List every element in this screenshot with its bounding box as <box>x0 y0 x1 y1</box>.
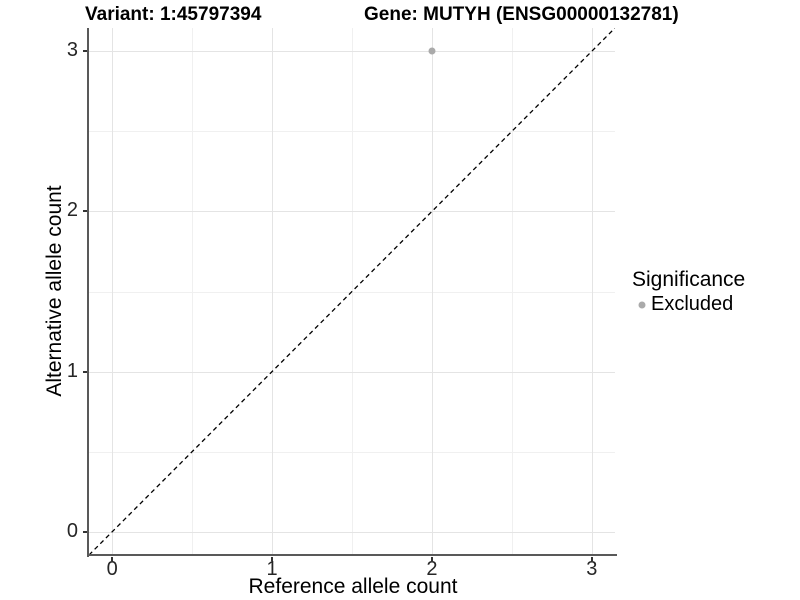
excluded-point-icon <box>638 301 645 308</box>
y-gridline <box>89 531 615 533</box>
y-tick-label: 2 <box>66 199 78 222</box>
x-gridline <box>112 28 114 555</box>
y-tick-label: 0 <box>66 519 78 542</box>
legend-item-label: Excluded <box>651 293 734 315</box>
y-gridline <box>89 371 615 373</box>
y-gridline <box>89 211 615 213</box>
x-axis-tick <box>271 557 274 561</box>
y-axis-line <box>87 28 89 557</box>
x-tick-label: 1 <box>266 558 278 580</box>
y-axis-tick <box>83 50 87 53</box>
y-gridline <box>89 51 615 53</box>
y-axis-tick <box>83 370 87 373</box>
x-tick-label: 2 <box>426 558 438 580</box>
y-minor-gridline <box>89 451 615 453</box>
plot-title-gene: Gene: MUTYH (ENSG00000132781) <box>364 4 679 25</box>
x-gridline <box>591 28 593 555</box>
x-gridline <box>272 28 274 555</box>
x-gridline <box>431 28 433 555</box>
x-axis-line <box>87 554 617 556</box>
y-tick-label: 3 <box>66 39 78 62</box>
legend: Significance Excluded <box>632 268 745 316</box>
legend-key <box>633 296 650 313</box>
identity-line-layer <box>89 28 615 555</box>
legend-item-excluded: Excluded <box>632 293 745 316</box>
identity-line <box>89 28 615 555</box>
x-axis-title: Reference allele count <box>248 575 458 598</box>
data-point <box>428 47 436 55</box>
y-axis-tick <box>83 210 87 213</box>
legend-title: Significance <box>632 268 746 291</box>
x-tick-label: 0 <box>106 558 118 580</box>
plot-title-variant: Variant: 1:45797394 <box>85 4 262 25</box>
y-tick-label: 1 <box>66 359 78 382</box>
y-axis-tick <box>83 530 87 533</box>
x-tick-label: 3 <box>586 558 598 580</box>
x-axis-tick <box>111 557 114 561</box>
plot-panel <box>89 28 615 555</box>
x-axis-tick <box>590 557 593 561</box>
y-minor-gridline <box>89 131 615 133</box>
x-axis-tick <box>430 557 433 561</box>
